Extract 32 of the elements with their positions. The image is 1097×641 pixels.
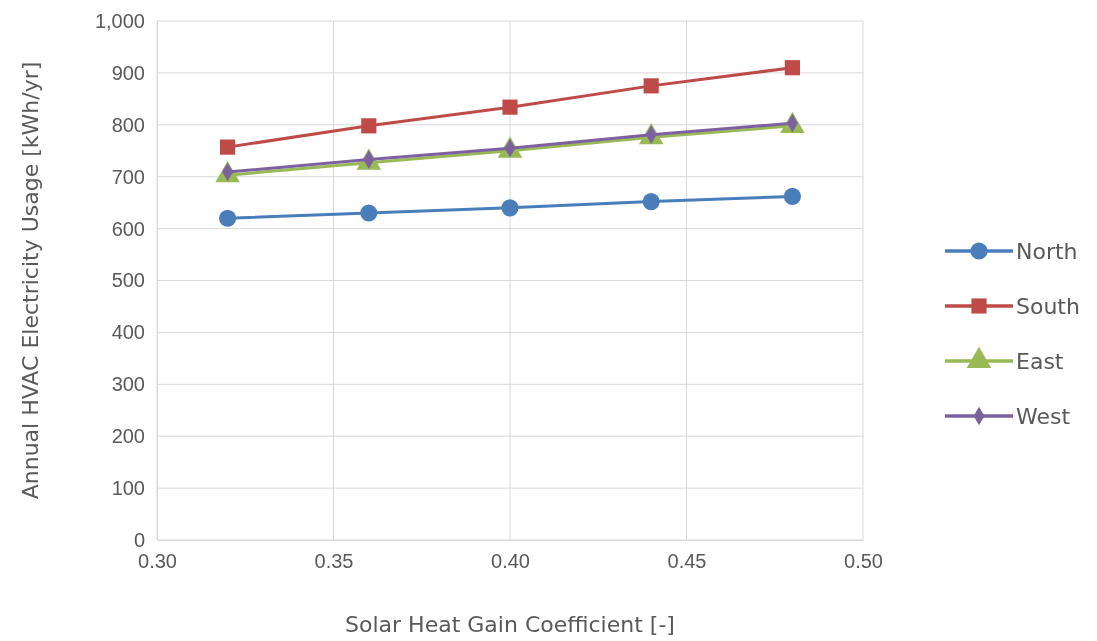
y-tick-label: 400 [111,321,145,344]
y-tick-label: 200 [111,425,145,448]
y-tick-label: 1,000 [94,9,145,32]
x-tick-label: 0.40 [491,550,530,573]
legend-label: North [1016,239,1078,264]
legend-label: South [1016,294,1080,319]
point [219,209,237,227]
point [502,99,518,115]
point [220,139,236,155]
y-tick-label: 0 [133,528,145,551]
point [643,78,659,94]
legend-label: East [1016,349,1064,374]
point [784,60,800,76]
x-axis-title: Solar Heat Gain Coefficient [-] [345,612,675,637]
x-tick-label: 0.35 [314,550,354,573]
y-tick-label: 300 [111,373,145,396]
legend-label: West [1016,404,1071,429]
point [361,118,377,134]
y-tick-label: 700 [111,165,145,188]
point [360,204,378,222]
y-tick-label: 900 [111,61,145,84]
x-tick-label: 0.30 [138,550,177,573]
y-tick-label: 800 [111,113,145,136]
x-tick-label: 0.50 [844,550,883,573]
y-axis-title: Annual HVAC Electricity Usage [kWh/yr] [18,61,43,500]
point [501,199,519,217]
y-tick-label: 500 [111,269,145,292]
point [783,187,801,205]
y-tick-label: 600 [111,217,145,240]
y-tick-label: 100 [111,477,145,499]
point [642,193,660,211]
x-tick-label: 0.45 [667,550,707,573]
